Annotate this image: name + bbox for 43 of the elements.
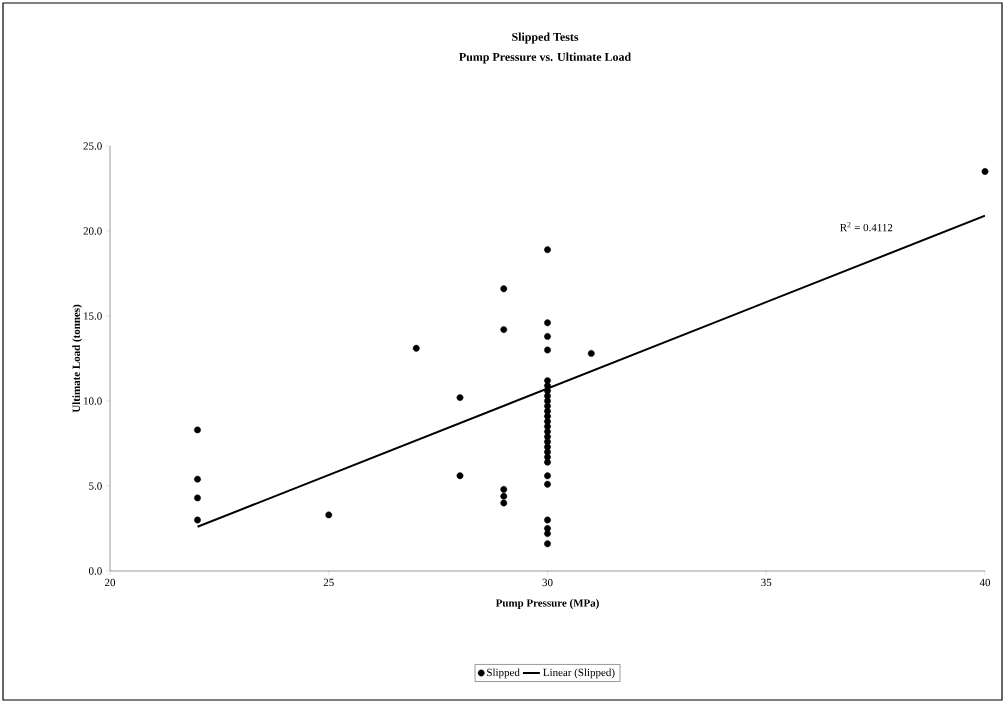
point [544,346,551,354]
point [587,350,595,357]
point [500,285,508,293]
point [500,326,508,333]
point [500,492,508,500]
x-tick-label: 40 [979,578,991,587]
chart-subtitle: Pump Pressure vs. Ultimate Load [459,52,631,64]
point [325,511,333,519]
point [500,486,508,493]
point [500,499,508,507]
point [544,246,551,254]
y-tick-label: 15.0 [84,312,102,320]
point [544,530,551,537]
y-tick-label: 10.0 [84,397,102,405]
x-tick-label: 20 [105,578,116,587]
point [544,516,551,524]
annotation: R$^{2}$ = 0.4112 [840,222,893,232]
x-tick-label: 35 [761,578,772,587]
point [456,394,464,401]
point [412,344,420,352]
y-tick-label: 25.0 [83,142,102,150]
y-tick-label: 0.0 [88,567,102,575]
point [194,426,201,434]
point [194,516,201,524]
y-tick-label: 20.0 [83,227,102,235]
point [456,472,464,480]
legend-label: Slipped [487,668,520,679]
point [544,319,551,327]
chart-title: Slipped Tests [512,32,579,44]
point [544,333,551,340]
point [194,494,201,502]
point [544,480,551,488]
point [544,472,551,480]
point [544,540,551,548]
point [194,475,201,483]
x-axis-title: Pump Pressure (MPa) [495,599,599,609]
y-tick-label: 5.0 [89,482,102,490]
legend-label: Linear (Slipped) [543,668,615,679]
point [981,168,989,175]
x-tick-label: 25 [323,578,334,587]
y-axis-title: Ultimate Load (tonnes) [72,304,83,413]
point [544,458,551,466]
x-tick-label: 30 [542,578,553,587]
